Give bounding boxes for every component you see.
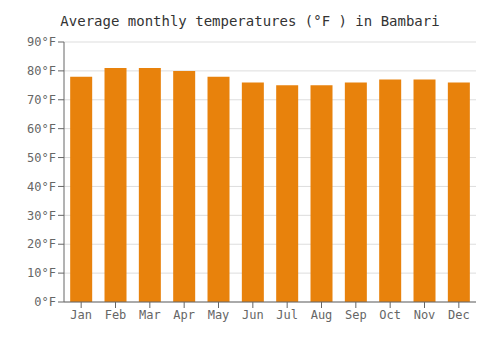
svg-text:50°F: 50°F [27,151,56,165]
svg-text:Oct: Oct [379,308,401,322]
svg-text:Sep: Sep [345,308,367,322]
svg-text:Mar: Mar [139,308,161,322]
svg-text:Jan: Jan [70,308,92,322]
svg-text:Jul: Jul [276,308,298,322]
svg-text:90°F: 90°F [27,35,56,49]
html-text:Average monthly temperatures (: Average monthly temperatures (°F ) in Ba… [60,13,440,29]
svg-text:80°F: 80°F [27,64,56,78]
svg-text:30°F: 30°F [27,209,56,223]
svg-text:Aug: Aug [311,308,333,322]
svg-text:70°F: 70°F [27,93,56,107]
svg-text:Dec: Dec [448,308,470,322]
svg-text:40°F: 40°F [27,180,56,194]
svg-text:0°F: 0°F [34,295,56,309]
svg-text:10°F: 10°F [27,266,56,280]
svg-text:Jun: Jun [242,308,264,322]
svg-text:Apr: Apr [173,308,195,322]
svg-text:Nov: Nov [414,308,436,322]
svg-text:Feb: Feb [105,308,127,322]
svg-text:May: May [208,308,230,322]
svg-text:20°F: 20°F [27,237,56,251]
svg-text:60°F: 60°F [27,122,56,136]
